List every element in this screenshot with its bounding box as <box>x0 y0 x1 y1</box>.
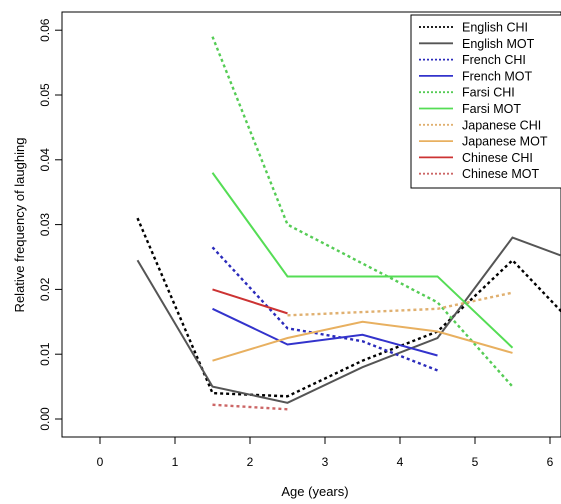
y-tick-label: 0.06 <box>38 18 52 42</box>
x-tick-label: 4 <box>397 455 404 469</box>
series-line-japanese-mot <box>212 320 513 362</box>
series-line-french-mot <box>212 307 438 357</box>
series-line-chinese-mot <box>212 403 288 411</box>
x-tick-label: 5 <box>472 455 479 469</box>
x-axis-label: Age (years) <box>281 484 348 499</box>
series-line-french-chi <box>211 246 438 372</box>
series-line-chinese-chi <box>212 288 288 315</box>
series-line-english-mot <box>136 236 561 404</box>
y-tick-label: 0.05 <box>38 83 52 107</box>
series-line-english-chi <box>136 217 561 398</box>
legend-label: English CHI <box>462 21 528 35</box>
series-line-farsi-chi <box>211 36 514 388</box>
legend-label: English MOT <box>462 37 535 51</box>
y-axis-label: Relative frequency of laughing <box>12 138 27 313</box>
legend-label: French CHI <box>462 53 526 67</box>
series-line-japanese-chi <box>287 291 513 317</box>
series-layer <box>136 36 561 411</box>
legend-label: Farsi CHI <box>462 86 515 100</box>
legend-label: Farsi MOT <box>462 102 521 116</box>
x-tick-label: 6 <box>547 455 554 469</box>
x-tick-label: 3 <box>322 455 329 469</box>
legend-label: Chinese CHI <box>462 151 533 165</box>
legend-label: Japanese CHI <box>462 118 541 132</box>
legend-label: Japanese MOT <box>462 135 548 149</box>
y-tick-label: 0.04 <box>38 148 52 172</box>
y-tick-label: 0.01 <box>38 342 52 366</box>
y-tick-label: 0.02 <box>38 277 52 301</box>
legend-label: Chinese MOT <box>462 167 539 181</box>
series-line-farsi-mot <box>211 172 514 349</box>
x-tick-label: 0 <box>97 455 104 469</box>
x-tick-label: 1 <box>172 455 179 469</box>
axis-layer: 0 1 2 3 4 5 6 0.00 0.01 0.02 0.03 0.04 0.05 0.06 <box>38 18 554 469</box>
x-tick-label: 2 <box>247 455 254 469</box>
y-tick-label: 0.03 <box>38 213 52 237</box>
legend-label: French MOT <box>462 69 533 83</box>
legend: English CHI English MOT French CHI French M… <box>410 14 561 189</box>
y-tick-label: 0.00 <box>38 407 52 431</box>
